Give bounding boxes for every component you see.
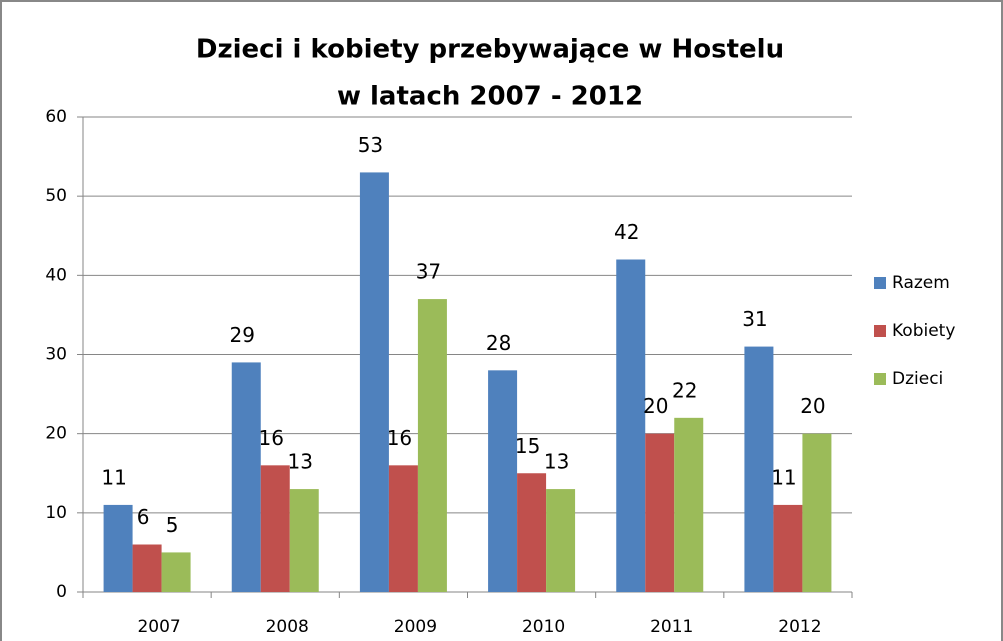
y-tick-label: 40 xyxy=(45,265,67,285)
x-tick-label: 2011 xyxy=(650,617,693,637)
bar xyxy=(488,370,518,592)
y-tick-label: 50 xyxy=(45,186,67,206)
x-tick-label: 2010 xyxy=(522,617,565,637)
data-label: 11 xyxy=(771,465,796,489)
data-label: 13 xyxy=(544,450,569,474)
data-label: 53 xyxy=(358,133,383,157)
x-tick-label: 2009 xyxy=(394,617,437,637)
data-label: 11 xyxy=(101,465,126,489)
data-label: 13 xyxy=(288,450,313,474)
data-label: 16 xyxy=(259,426,284,450)
data-label: 29 xyxy=(230,323,255,347)
bar xyxy=(103,504,133,592)
data-label: 5 xyxy=(166,513,179,537)
x-tick-label: 2012 xyxy=(778,617,821,637)
bar xyxy=(231,362,261,592)
y-tick-label: 10 xyxy=(45,503,67,523)
data-label: 16 xyxy=(387,426,412,450)
bar xyxy=(359,172,389,592)
data-label: 20 xyxy=(643,394,668,418)
bar xyxy=(802,433,832,592)
legend-label: Kobiety xyxy=(892,321,955,341)
bar xyxy=(388,465,418,592)
x-tick-label: 2008 xyxy=(266,617,309,637)
bar xyxy=(517,473,547,592)
y-tick-label: 0 xyxy=(56,582,67,602)
bar xyxy=(417,299,447,592)
bar xyxy=(674,417,704,592)
bar xyxy=(645,433,675,592)
bar xyxy=(289,489,319,592)
y-tick-label: 30 xyxy=(45,345,67,365)
data-label: 31 xyxy=(742,307,767,331)
data-label: 37 xyxy=(416,260,441,284)
bar xyxy=(616,259,646,592)
data-label: 6 xyxy=(137,505,150,529)
bar xyxy=(773,504,803,592)
data-label: 28 xyxy=(486,331,511,355)
legend-label: Dzieci xyxy=(892,369,943,389)
chart-title: Dzieci i kobiety przebywające w Hostelu xyxy=(196,35,784,65)
data-label: 20 xyxy=(800,394,825,418)
legend-swatch xyxy=(874,277,886,289)
bar xyxy=(260,465,290,592)
y-tick-label: 20 xyxy=(45,424,67,444)
legend-swatch xyxy=(874,325,886,337)
bar xyxy=(161,552,191,592)
bar xyxy=(546,489,576,592)
bar xyxy=(132,544,162,592)
x-tick-label: 2007 xyxy=(137,617,180,637)
data-label: 15 xyxy=(515,434,540,458)
bar xyxy=(744,346,774,592)
data-label: 22 xyxy=(672,378,697,402)
chart-title: w latach 2007 - 2012 xyxy=(337,82,643,112)
legend-label: Razem xyxy=(892,273,950,293)
y-tick-label: 60 xyxy=(45,107,67,127)
legend-swatch xyxy=(874,373,886,385)
data-label: 42 xyxy=(614,220,639,244)
